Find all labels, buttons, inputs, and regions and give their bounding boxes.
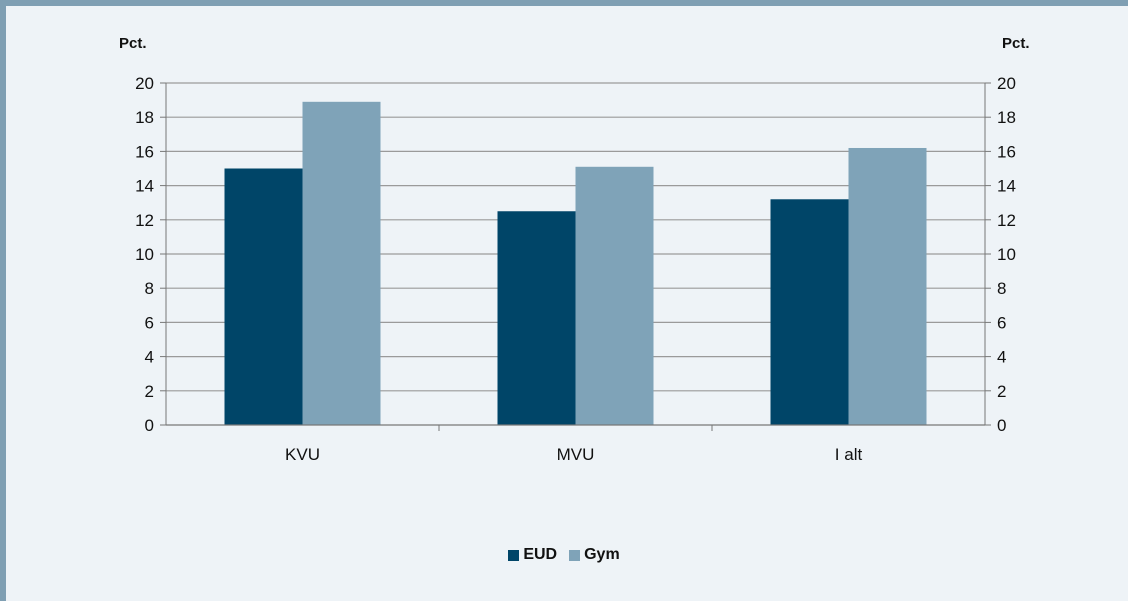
y-tick-label-left: 14 xyxy=(135,177,154,196)
y-tick-label-right: 20 xyxy=(997,74,1016,93)
y-tick-label-right: 18 xyxy=(997,108,1016,127)
legend-label-eud: EUD xyxy=(523,546,558,563)
y-tick-label-right: 0 xyxy=(997,416,1006,435)
legend-swatch-eud xyxy=(508,549,520,561)
y-tick-label-left: 0 xyxy=(145,416,154,435)
legend-swatch-gym xyxy=(569,549,581,561)
bar-gym-i-alt xyxy=(848,147,927,426)
bars xyxy=(224,101,927,426)
legend: EUD Gym xyxy=(0,546,1128,564)
y-tick-label-left: 8 xyxy=(145,279,154,298)
axes xyxy=(160,82,991,431)
y-tick-label-right: 8 xyxy=(997,279,1006,298)
y-axis-label-left: Pct. xyxy=(119,35,147,52)
y-tick-label-right: 14 xyxy=(997,177,1016,196)
y-tick-label-left: 10 xyxy=(135,245,154,264)
y-tick-label-left: 6 xyxy=(145,313,154,332)
y-tick-label-left: 18 xyxy=(135,108,154,127)
y-tick-label-left: 2 xyxy=(145,382,154,401)
legend-label-gym: Gym xyxy=(584,546,620,563)
x-tick-label: MVU xyxy=(557,445,595,464)
bar-eud-mvu xyxy=(497,211,576,425)
y-tick-label-right: 4 xyxy=(997,348,1006,367)
x-tick-label: I alt xyxy=(835,445,863,464)
bar-gym-kvu xyxy=(302,101,381,425)
y-tick-label-left: 16 xyxy=(135,142,154,161)
y-tick-label-right: 10 xyxy=(997,245,1016,264)
y-tick-label-left: 20 xyxy=(135,74,154,93)
legend-item-gym: Gym xyxy=(569,546,620,564)
y-tick-label-right: 16 xyxy=(997,142,1016,161)
legend-item-eud: EUD xyxy=(508,546,557,564)
y-axis-label-right: Pct. xyxy=(1002,35,1030,52)
y-tick-label-right: 2 xyxy=(997,382,1006,401)
bar-eud-i-alt xyxy=(770,199,849,425)
bar-gym-mvu xyxy=(575,166,654,426)
y-tick-label-right: 6 xyxy=(997,313,1006,332)
y-tick-label-left: 12 xyxy=(135,211,154,230)
tick-labels: 0 0 2 2 4 4 6 6 8 8 10 10 12 12 14 14 16 16 18 18 20 20 KVU MVU… xyxy=(135,74,1016,464)
bar-eud-kvu xyxy=(224,168,303,425)
y-tick-label-right: 12 xyxy=(997,211,1016,230)
x-tick-label: KVU xyxy=(285,445,320,464)
y-tick-label-left: 4 xyxy=(145,348,154,367)
